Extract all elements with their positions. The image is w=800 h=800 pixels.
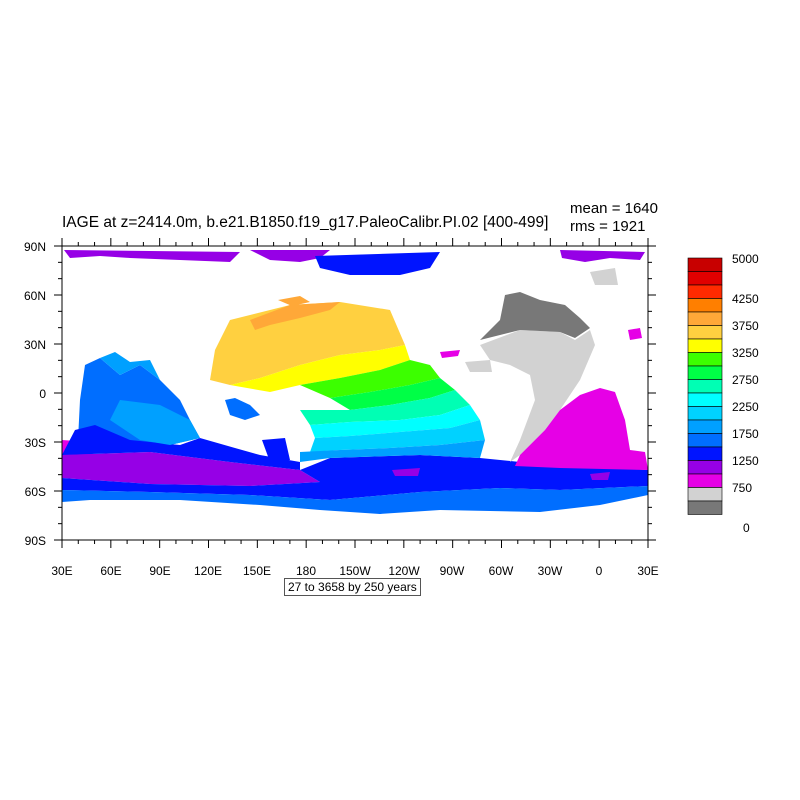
region-magenta-gulf [440, 350, 460, 358]
colorbar-box [687, 487, 723, 502]
colorbar-label-3750: 3750 [732, 319, 759, 333]
region-lightgray-gulf [465, 360, 492, 372]
colorbar-label-5000: 5000 [732, 252, 759, 266]
region-blue-south [62, 455, 648, 500]
lat-label-90n: 90N [23, 240, 46, 254]
lon-label-30e: 30E [51, 564, 73, 578]
region-lightblue-pac [310, 420, 485, 452]
lat-label-30n: 30N [23, 338, 46, 352]
colorbar-box [687, 406, 723, 421]
colorbar-label-0: 0 [743, 521, 750, 535]
colorbar-box [687, 338, 723, 353]
lon-label-30e-right: 30E [637, 564, 659, 578]
region-skyblue-indian2 [110, 400, 200, 445]
colorbar-box [687, 379, 723, 394]
region-midblue-south [62, 486, 648, 514]
lon-label-90e: 90E [149, 564, 171, 578]
colorbar-label-1750: 1750 [732, 427, 759, 441]
lat-label-0: 0 [39, 387, 46, 401]
lon-label-0: 0 [595, 564, 603, 578]
region-purple-arctic3 [560, 250, 645, 262]
region-midblue-indo [225, 398, 260, 420]
lat-label-60n: 60N [23, 289, 46, 303]
colorbar-box [687, 392, 723, 407]
lon-label-60e: 60E [100, 564, 122, 578]
region-yellow-pac [230, 345, 410, 392]
contour-range-label: 27 to 3658 by 250 years [284, 578, 421, 596]
rms-stat: rms = 1921 [570, 218, 646, 235]
lon-label-180: 180 [295, 564, 317, 578]
colorbar-label-4250: 4250 [732, 292, 759, 306]
axis-ticks [54, 238, 656, 548]
region-aqua-pac [300, 390, 470, 425]
colorbar-box [687, 352, 723, 367]
colorbar-label-1250: 1250 [732, 454, 759, 468]
region-blue-indian [62, 425, 300, 470]
region-blue-arctic [315, 252, 440, 275]
colorbar-box [687, 473, 723, 488]
lat-label-90s: 90S [24, 534, 46, 548]
colorbar-box [687, 325, 723, 340]
region-lime-pac [300, 360, 440, 398]
region-lightgray-atl [480, 330, 595, 462]
region-purple-patch2 [590, 472, 610, 480]
region-purple-patch [392, 468, 420, 476]
colorbar-label-3250: 3250 [732, 346, 759, 360]
region-green-pac [330, 378, 455, 410]
colorbar-box [687, 460, 723, 475]
colorbar-box [687, 284, 723, 299]
region-lightgray-natl [590, 268, 618, 285]
colorbar-box [687, 257, 723, 272]
lon-label-60w: 60W [488, 564, 514, 578]
region-blue-tasman [262, 438, 290, 462]
region-cyan-pac [310, 405, 480, 438]
colorbar-box [687, 271, 723, 286]
lat-label-60s: 60S [24, 485, 46, 499]
region-magenta-satl2 [628, 328, 642, 340]
map-title: IAGE at z=2414.0m, b.e21.B1850.f19_g17.P… [62, 214, 549, 231]
colorbar-label-2750: 2750 [732, 373, 759, 387]
region-skyblue-indian [100, 352, 160, 380]
colorbar-box [687, 433, 723, 448]
lon-label-120e: 120E [193, 564, 223, 578]
region-purple-south [62, 452, 320, 486]
lon-label-120w: 120W [388, 564, 420, 578]
colorbar-box [687, 446, 723, 461]
region-darkgray-atl [480, 292, 590, 340]
region-orange-npac [250, 302, 340, 330]
colorbar-label-750: 750 [732, 481, 753, 495]
colorbar-box [687, 298, 723, 313]
colorbar-box [687, 311, 723, 326]
colorbar-box [687, 500, 723, 515]
lon-label-150w: 150W [339, 564, 371, 578]
region-skyblue-pac [300, 440, 485, 462]
colorbar-box [687, 419, 723, 434]
lon-label-150e: 150E [242, 564, 272, 578]
colorbar-label-2250: 2250 [732, 400, 759, 414]
lon-label-30w: 30W [537, 564, 563, 578]
colorbar [687, 257, 723, 515]
mean-stat: mean = 1640 [570, 200, 658, 217]
region-magenta-satl [515, 388, 648, 470]
lon-label-90w: 90W [439, 564, 465, 578]
region-purple-arctic2 [250, 250, 330, 262]
lat-label-30s: 30S [24, 436, 46, 450]
region-purple-arctic [64, 250, 240, 262]
region-orange-small [278, 296, 310, 306]
colorbar-box [687, 365, 723, 380]
